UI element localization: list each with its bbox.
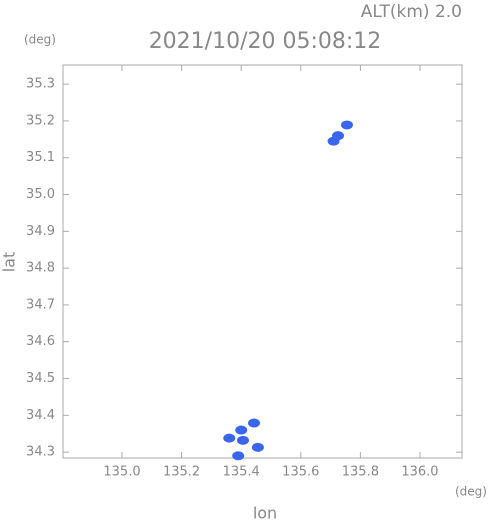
echo-point [251,442,264,452]
y-tick-label: 34.7 [26,297,55,312]
chart-subtitle: ALT(km) 2.0 [361,2,462,22]
y-tick-label: 34.3 [26,445,55,460]
echo-point [236,435,249,445]
echo-point [248,418,261,428]
x-tick-label: 135.0 [103,465,140,480]
y-tick-label: 34.8 [26,261,55,276]
plot-frame [62,64,463,459]
x-unit: (deg) [455,485,487,499]
y-tick-label: 34.4 [26,408,55,423]
y-tick-label: 35.2 [26,113,55,128]
y-tick-label: 35.1 [26,150,55,165]
y-tick-label: 35.3 [26,77,55,92]
echo-point [327,136,340,146]
echo-point [340,120,353,130]
echo-point [223,433,236,443]
x-tick-label: 135.2 [163,465,200,480]
x-axis-label: lon [253,504,277,521]
y-tick-label: 34.9 [26,224,55,239]
y-unit: (deg) [24,33,56,47]
x-tick-label: 135.8 [342,465,379,480]
y-axis-label: lat [0,252,19,273]
chart-title: 2021/10/20 05:08:12 [149,29,382,54]
x-tick-label: 135.6 [282,465,319,480]
echo-point [232,451,245,461]
y-tick-label: 34.5 [26,371,55,386]
echo-point [235,425,248,435]
x-tick-label: 135.4 [223,465,260,480]
y-tick-label: 35.0 [26,187,55,202]
x-tick-label: 136.0 [401,465,438,480]
y-tick-label: 34.6 [26,334,55,349]
